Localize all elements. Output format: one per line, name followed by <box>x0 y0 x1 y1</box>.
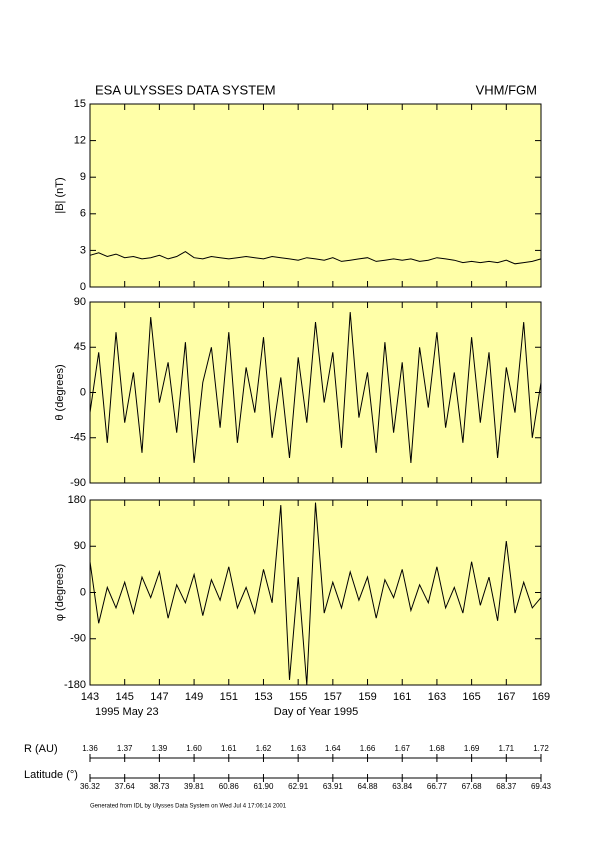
plot-area <box>89 499 542 686</box>
orbit-label: 62.91 <box>288 782 309 791</box>
data-line <box>89 312 542 463</box>
orbit-label: 67.68 <box>462 782 483 791</box>
data-line <box>89 251 542 265</box>
plot-area <box>89 301 542 484</box>
orbit-label: 1.63 <box>290 744 306 753</box>
orbit-label: 60.86 <box>219 782 240 791</box>
orbit-label: 63.84 <box>392 782 413 791</box>
y-tick-label: 15 <box>74 98 86 110</box>
orbit-label: 68.37 <box>496 782 517 791</box>
orbit-label: 69.43 <box>531 782 552 791</box>
start-date: 1995 May 23 <box>95 706 159 718</box>
orbit-label: 39.81 <box>184 782 205 791</box>
x-tick-label: 145 <box>116 691 134 703</box>
x-tick-label: 165 <box>462 691 480 703</box>
orbit-label: 36.32 <box>80 782 101 791</box>
r-label: R (AU) <box>24 743 58 755</box>
y-tick-label: 0 <box>80 586 86 598</box>
y-tick-label: 0 <box>80 281 86 293</box>
y-tick-label: 90 <box>74 540 86 552</box>
instrument: VHM/FGM <box>476 82 537 97</box>
y-tick-label: 45 <box>74 341 86 353</box>
x-tick-label: 155 <box>289 691 307 703</box>
orbit-label: 1.69 <box>464 744 480 753</box>
y-tick-label: 9 <box>80 171 86 183</box>
y-tick-label: 12 <box>74 135 86 147</box>
orbit-label: 37.64 <box>115 782 136 791</box>
x-tick-label: 169 <box>532 691 550 703</box>
y-tick-label: -45 <box>70 432 86 444</box>
orbit-label: 1.72 <box>533 744 549 753</box>
x-axis-label: Day of Year 1995 <box>274 706 358 718</box>
y-tick-label: -180 <box>64 679 86 691</box>
plot-area <box>89 103 542 288</box>
orbit-label: 1.64 <box>325 744 341 753</box>
y-tick-label: -90 <box>70 477 86 489</box>
y-tick-label: 180 <box>68 494 86 506</box>
x-tick-label: 167 <box>497 691 515 703</box>
orbit-label: 1.67 <box>394 744 410 753</box>
orbit-label: 1.36 <box>82 744 98 753</box>
x-tick-label: 161 <box>393 691 411 703</box>
orbit-label: 66.77 <box>427 782 448 791</box>
data-line <box>89 502 542 686</box>
x-tick-label: 159 <box>358 691 376 703</box>
x-tick-label: 151 <box>220 691 238 703</box>
y-tick-label: 0 <box>80 386 86 398</box>
y-tick-label: -90 <box>70 633 86 645</box>
orbit-label: 1.39 <box>152 744 168 753</box>
orbit-label: 61.90 <box>253 782 274 791</box>
lat-label: Latitude (°) <box>24 769 78 781</box>
x-tick-label: 147 <box>150 691 168 703</box>
orbit-label: 1.37 <box>117 744 133 753</box>
y-axis-label: θ (degrees) <box>54 364 66 420</box>
orbit-label: 1.60 <box>186 744 202 753</box>
y-axis-label: |B| (nT) <box>54 177 66 213</box>
orbit-label: 63.91 <box>323 782 344 791</box>
orbit-label: 38.73 <box>149 782 170 791</box>
orbit-label: 1.61 <box>221 744 237 753</box>
y-tick-label: 3 <box>80 244 86 256</box>
orbit-label: 1.68 <box>429 744 445 753</box>
footer: Generated from IDL by Ulysses Data Syste… <box>90 804 287 810</box>
y-tick-label: 6 <box>80 208 86 220</box>
y-tick-label: 90 <box>74 296 86 308</box>
orbit-label: 64.88 <box>358 782 379 791</box>
x-tick-label: 149 <box>185 691 203 703</box>
x-tick-label: 157 <box>324 691 342 703</box>
orbit-label: 1.62 <box>256 744 272 753</box>
x-tick-label: 153 <box>254 691 272 703</box>
y-axis-label: φ (degrees) <box>54 564 66 621</box>
orbit-label: 1.71 <box>499 744 515 753</box>
x-tick-label: 143 <box>81 691 99 703</box>
orbit-label: 1.66 <box>360 744 376 753</box>
title: ESA ULYSSES DATA SYSTEM <box>95 82 276 97</box>
x-tick-label: 163 <box>428 691 446 703</box>
